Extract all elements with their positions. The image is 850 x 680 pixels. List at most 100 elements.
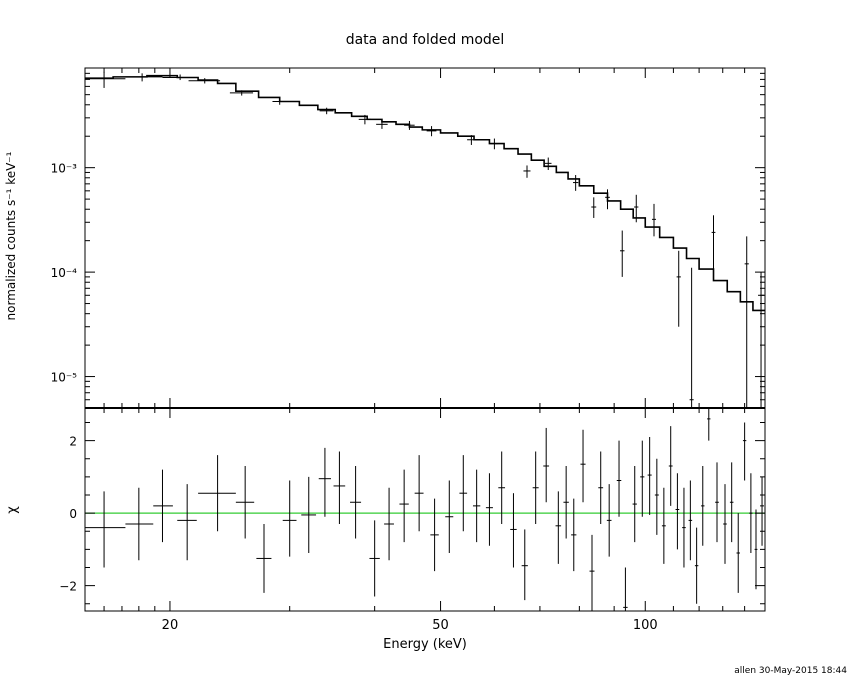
data-point (573, 175, 579, 191)
residual-point (369, 520, 380, 597)
data-point (711, 215, 716, 273)
residual-panel: −2 0 2 20 50 100 (59, 407, 766, 633)
residual-point (668, 426, 673, 506)
data-point (229, 90, 254, 96)
residual-point (350, 466, 362, 539)
residual-axes: −2 0 2 20 50 100 (59, 407, 766, 633)
data-point (619, 230, 625, 277)
x-axis-label: Energy (keV) (383, 637, 467, 652)
residual-y-tick-label: 0 (69, 507, 77, 521)
residual-point (282, 480, 297, 557)
residual-y-axis-label: χ (5, 506, 20, 514)
residual-point (521, 529, 528, 601)
residual-point (589, 534, 595, 611)
data-point (523, 165, 531, 178)
x-tick-label: 50 (432, 618, 449, 633)
residual-point (198, 455, 236, 532)
spectrum-panel: 10⁻⁵ 10⁻⁴ 10⁻³ (51, 67, 766, 409)
data-point (272, 98, 287, 105)
residual-point (485, 473, 493, 546)
residual-point (616, 440, 622, 517)
residual-point (498, 451, 506, 524)
residual-point (563, 466, 569, 539)
residual-series (85, 408, 765, 611)
residual-point (510, 493, 517, 568)
data-point (634, 194, 639, 223)
residual-point (598, 451, 604, 524)
data-point (162, 74, 189, 81)
data-series (85, 71, 765, 408)
residual-point (675, 473, 680, 550)
y-tick-label: 10⁻³ (51, 162, 78, 176)
model-series (85, 74, 765, 312)
residual-point (177, 484, 197, 561)
footer-timestamp: allen 30-May-2015 18:44 (734, 666, 847, 676)
data-point (467, 135, 476, 145)
residual-point (399, 469, 409, 543)
y-tick-label: 10⁻⁴ (51, 266, 78, 280)
data-point (358, 114, 371, 125)
data-point (404, 120, 415, 130)
x-tick-label: 20 (162, 618, 179, 633)
residual-y-tick-label: −2 (59, 580, 77, 594)
residual-point (707, 408, 711, 441)
residual-point (555, 491, 562, 564)
residual-point (318, 447, 331, 517)
data-point (544, 157, 552, 170)
residual-point (445, 480, 454, 553)
data-point (758, 272, 765, 408)
residual-point (384, 487, 394, 561)
residual-point (701, 466, 705, 546)
data-point (689, 267, 694, 408)
data-point (605, 189, 610, 210)
residual-point (654, 458, 659, 535)
data-point (651, 203, 656, 237)
residual-point (459, 455, 468, 532)
residual-point (694, 527, 699, 604)
residual-point (532, 451, 539, 524)
residual-point (736, 513, 740, 593)
data-point (319, 107, 334, 115)
residual-point (754, 509, 758, 590)
residual-point (580, 429, 586, 503)
data-point (426, 126, 437, 137)
residual-point (414, 455, 424, 532)
residual-point (729, 462, 734, 543)
residual-point (661, 487, 666, 564)
residual-point (571, 498, 577, 572)
residual-point (723, 484, 727, 564)
residual-point (632, 466, 637, 543)
data-point (376, 120, 388, 129)
residual-point (333, 451, 346, 524)
y-tick-label: 10⁻⁵ (51, 371, 78, 385)
x-tick-label: 100 (633, 618, 658, 633)
chart-title: data and folded model (346, 32, 505, 48)
residual-point (430, 498, 439, 572)
spectrum-axes: 10⁻⁵ 10⁻⁴ 10⁻³ (51, 67, 766, 409)
residual-point (647, 437, 652, 515)
residual-point (301, 476, 317, 553)
residual-point (125, 487, 154, 561)
residual-point (682, 487, 686, 568)
residual-point (640, 440, 645, 517)
residual-point (623, 567, 628, 611)
residual-point (235, 466, 255, 539)
data-point (676, 250, 681, 327)
data-point (125, 73, 163, 82)
residual-point (543, 427, 550, 503)
residual-frame (84, 407, 766, 612)
residual-point (472, 469, 481, 543)
y-axis-label: normalized counts s⁻¹ keV⁻¹ (4, 151, 18, 320)
residual-point (742, 422, 747, 481)
data-point (85, 71, 126, 88)
data-point (188, 78, 221, 84)
residual-point (85, 491, 126, 568)
model-step-curve (85, 74, 765, 312)
data-point (591, 197, 597, 218)
residual-point (606, 484, 612, 557)
residual-point (715, 462, 719, 543)
residual-point (688, 480, 693, 561)
data-point (744, 236, 749, 408)
residual-point (760, 476, 765, 546)
